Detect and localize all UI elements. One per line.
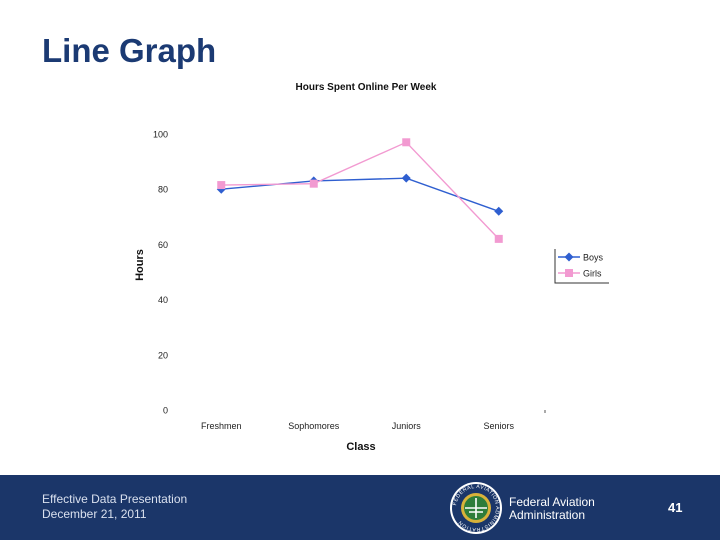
data-point (309, 179, 318, 188)
series-girls (217, 138, 503, 243)
legend: Boys Girls (554, 249, 609, 284)
presentation-title: Effective Data Presentation (42, 492, 188, 506)
x-axis-label: Class (346, 441, 375, 453)
footer-bar: Effective Data Presentation December 21,… (0, 475, 720, 540)
page-number: 41 (668, 500, 683, 515)
agency-name-line2: Administration (509, 508, 586, 522)
y-tick-label: 60 (158, 240, 168, 250)
data-point (401, 173, 411, 183)
y-tick-label: 20 (158, 350, 168, 360)
agency-name: Federal Aviation Administration (509, 496, 595, 522)
x-tick-label: Seniors (483, 421, 514, 431)
series-layer (216, 138, 504, 243)
x-tick-label: Freshmen (201, 421, 242, 431)
presentation-date: December 21, 2011 (42, 507, 147, 521)
slide-title: Line Graph (42, 32, 217, 69)
series-boys (216, 173, 504, 216)
data-point (494, 234, 503, 243)
y-tick-label: 80 (158, 185, 168, 195)
agency-name-line1: Federal Aviation (509, 495, 595, 509)
x-tick-label: Sophomores (288, 421, 340, 431)
footer-text: Effective Data Presentation December 21,… (42, 492, 187, 522)
x-axis-ticks: Freshmen Sophomores Juniors Seniors (201, 421, 515, 431)
line-chart: Hours Spent Online Per Week 0 20 40 60 80 100… (134, 82, 609, 453)
series-line-girls (221, 141, 500, 240)
data-point (494, 206, 504, 216)
legend-marker (564, 252, 574, 262)
faa-seal-logo: FEDERAL AVIATION ADMINISTRATION (450, 482, 502, 534)
y-tick-label: 0 (163, 406, 168, 416)
data-point (217, 181, 226, 190)
legend-label: Boys (583, 253, 604, 263)
chart-title: Hours Spent Online Per Week (296, 82, 437, 93)
x-tick-label: Juniors (392, 421, 422, 431)
y-tick-label: 100 (153, 130, 168, 140)
y-axis-label: Hours (134, 249, 146, 281)
legend-marker (565, 269, 573, 277)
y-axis-ticks: 0 20 40 60 80 100 (153, 130, 168, 416)
legend-frame (554, 249, 609, 284)
legend-label: Girls (583, 269, 602, 279)
y-tick-label: 40 (158, 295, 168, 305)
data-point (402, 138, 411, 147)
